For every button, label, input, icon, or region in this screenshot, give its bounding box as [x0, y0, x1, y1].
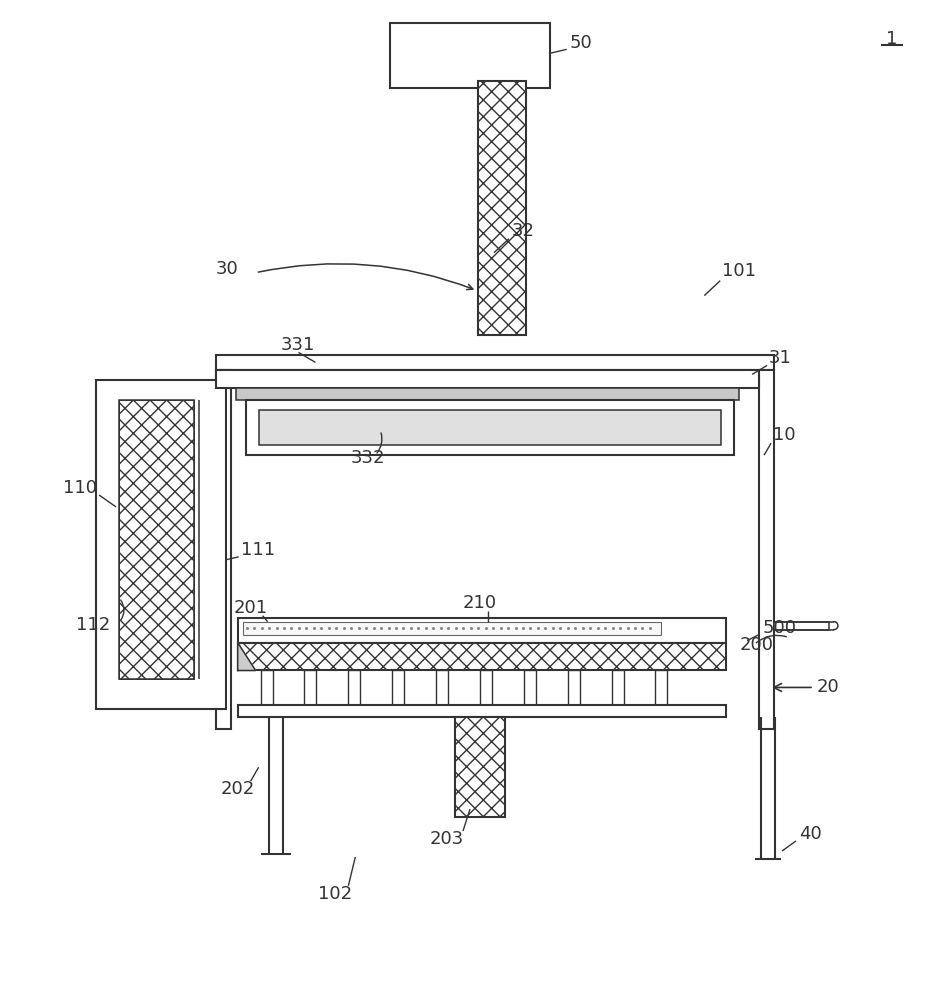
Bar [524, 670, 536, 705]
Text: 1: 1 [886, 30, 897, 48]
Bar [349, 670, 360, 705]
Bar [119, 400, 193, 679]
Text: 32: 32 [512, 222, 535, 240]
Bar [480, 670, 492, 705]
Bar [392, 670, 405, 705]
Bar [259, 410, 722, 445]
Text: 10: 10 [773, 426, 796, 444]
Bar [96, 380, 226, 709]
Bar [216, 370, 231, 729]
Text: 102: 102 [318, 885, 352, 903]
Text: 210: 210 [463, 594, 497, 612]
Text: 110: 110 [63, 479, 98, 497]
Text: 331: 331 [281, 336, 315, 354]
Bar [235, 388, 739, 400]
Text: 101: 101 [723, 262, 756, 280]
Text: 20: 20 [817, 678, 840, 696]
Bar [478, 81, 525, 335]
Text: 200: 200 [739, 636, 773, 654]
Bar [260, 670, 272, 705]
Bar [216, 355, 774, 370]
Bar [238, 643, 726, 670]
Bar [238, 705, 726, 717]
Bar [238, 643, 726, 670]
Bar [774, 622, 829, 630]
Text: 332: 332 [351, 449, 386, 467]
Bar [216, 370, 759, 388]
Bar [436, 670, 448, 705]
Bar [759, 370, 774, 729]
Bar [478, 81, 525, 335]
Bar [656, 670, 668, 705]
Text: 31: 31 [769, 349, 792, 367]
Bar [567, 670, 579, 705]
Bar [304, 670, 316, 705]
Text: 203: 203 [430, 830, 464, 848]
Bar [612, 670, 623, 705]
Text: 500: 500 [762, 619, 796, 637]
Text: 50: 50 [570, 34, 592, 52]
Bar [455, 717, 505, 817]
Text: 202: 202 [220, 780, 255, 798]
Text: 30: 30 [216, 260, 238, 278]
Bar [391, 23, 550, 88]
Bar [455, 717, 505, 817]
Text: 112: 112 [76, 616, 111, 634]
Bar [246, 400, 734, 455]
Bar [243, 622, 661, 635]
Text: 201: 201 [233, 599, 268, 617]
Polygon shape [238, 643, 256, 670]
Bar [119, 400, 193, 679]
Text: 40: 40 [799, 825, 822, 843]
Text: 111: 111 [241, 541, 274, 559]
Bar [238, 618, 726, 643]
